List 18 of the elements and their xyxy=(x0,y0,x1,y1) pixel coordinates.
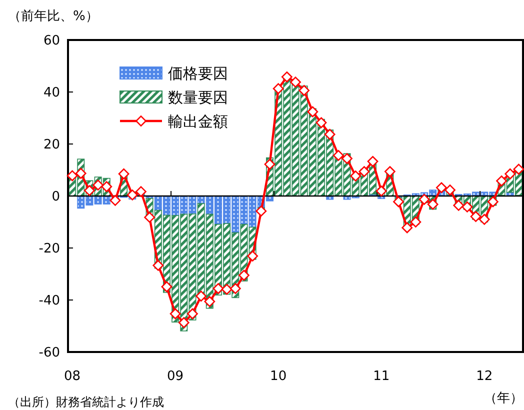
x-tick-label: 12 xyxy=(476,369,493,384)
y-tick-label: 60 xyxy=(43,34,60,49)
y-tick-label: 20 xyxy=(43,138,60,153)
text: （出所）財務省統計より作成 xyxy=(8,395,164,409)
y-tick-label: 40 xyxy=(43,86,60,101)
y-tick-label: -40 xyxy=(38,294,60,309)
y-tick-label: 0 xyxy=(52,190,60,205)
y-tick-label: -60 xyxy=(38,346,60,361)
y-axis-title: （前年比、%） xyxy=(8,9,98,24)
x-tick-label: 09 xyxy=(167,369,184,384)
legend-label: 輸出金額 xyxy=(168,112,228,130)
x-tick-label: 10 xyxy=(270,369,287,384)
x-tick-label: 08 xyxy=(64,369,81,384)
legend-label: 価格要因 xyxy=(168,64,228,82)
x-axis-title: （年） xyxy=(484,391,523,406)
legend-label: 数量要因 xyxy=(168,88,228,106)
y-tick-label: -20 xyxy=(38,242,60,257)
x-tick-label: 11 xyxy=(373,369,390,384)
